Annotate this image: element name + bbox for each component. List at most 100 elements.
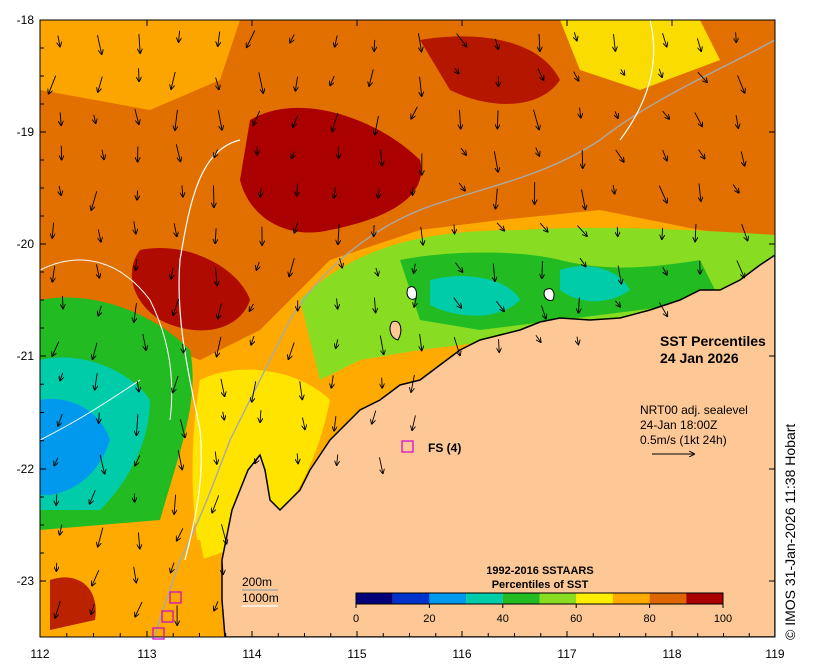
- current-arrow-icon: [182, 185, 183, 196]
- current-arrow-icon: [420, 76, 422, 96]
- current-arrow-icon: [289, 258, 295, 276]
- current-info-line1: NRT00 adj. sealevel: [640, 403, 748, 417]
- current-arrow-icon: [303, 417, 305, 430]
- contour-1000m-west: [40, 259, 173, 441]
- current-arrow-icon: [173, 298, 180, 315]
- current-arrow-icon: [662, 110, 670, 119]
- current-arrow-icon: [374, 297, 375, 313]
- current-arrow-icon: [613, 185, 614, 194]
- current-arrow-icon: [216, 77, 219, 90]
- x-axis: 112 113 114 115 116 117 118 119: [30, 20, 785, 661]
- current-arrow-icon: [741, 223, 748, 240]
- legend-title-line2: Percentiles of SST: [492, 579, 589, 591]
- current-arrow-icon: [411, 106, 418, 119]
- map-title-line1: SST Percentiles: [660, 333, 766, 349]
- current-arrow-icon: [300, 381, 303, 399]
- current-arrow-icon: [252, 381, 257, 401]
- x-tick-label: 119: [765, 647, 784, 661]
- current-arrow-icon: [171, 562, 174, 573]
- current-arrow-icon: [338, 224, 339, 244]
- current-arrow-icon: [218, 303, 222, 318]
- current-arrow-icon: [255, 456, 258, 463]
- legend-swatch: [429, 593, 467, 604]
- yellow-ne: [560, 20, 720, 90]
- current-arrow-icon: [297, 453, 298, 463]
- x-tick-label: 117: [557, 647, 576, 661]
- current-arrow-icon: [380, 148, 382, 166]
- current-arrow-icon: [54, 457, 57, 466]
- current-arrow-icon: [138, 532, 139, 548]
- current-arrow-icon: [139, 34, 140, 53]
- current-arrow-icon: [418, 33, 421, 51]
- current-arrow-icon: [533, 109, 540, 130]
- y-tick-label: -20: [17, 237, 35, 251]
- current-arrow-icon: [697, 71, 707, 82]
- current-arrow-icon: [374, 39, 375, 51]
- legend-swatch: [502, 593, 540, 604]
- current-arrow-icon: [493, 151, 498, 172]
- y-axis: -18 -19 -20 -21 -22 -23: [17, 13, 775, 588]
- current-arrow-icon: [372, 410, 377, 423]
- current-arrow-icon: [175, 144, 180, 161]
- current-arrow-icon: [214, 149, 217, 158]
- teal-patch: [430, 276, 520, 316]
- legend-swatch: [686, 593, 723, 604]
- current-arrow-icon: [52, 341, 60, 357]
- y-tick-label: -23: [17, 574, 35, 588]
- orange-nw: [40, 20, 240, 110]
- current-arrow-icon: [215, 267, 217, 285]
- map-title-line2: 24 Jan 2026: [660, 350, 739, 366]
- current-arrow-icon: [215, 228, 216, 243]
- current-arrow-icon: [453, 297, 462, 308]
- current-arrow-icon: [698, 149, 705, 159]
- legend-swatch: [612, 593, 650, 604]
- current-arrow-icon: [578, 297, 579, 312]
- current-arrow-icon: [658, 302, 667, 317]
- current-arrow-icon: [493, 263, 495, 282]
- legend-colorbar: [355, 592, 724, 605]
- y-tick-label: -18: [17, 13, 35, 27]
- current-arrow-icon: [334, 187, 336, 198]
- current-arrow-icon: [499, 339, 500, 352]
- teal-patch-2: [560, 266, 630, 302]
- current-arrow-icon: [382, 377, 383, 388]
- legend-tick-label: 20: [423, 613, 435, 625]
- current-arrow-icon: [177, 528, 184, 540]
- current-arrow-icon: [414, 263, 416, 273]
- current-arrow-icon: [179, 419, 185, 437]
- current-arrow-icon: [260, 410, 261, 422]
- x-tick-label: 114: [242, 647, 261, 661]
- legend-tick-label: 80: [643, 613, 655, 625]
- current-arrow-icon: [421, 226, 423, 245]
- legend-ticks: 0 20 40 60 80 100: [353, 604, 732, 625]
- current-arrow-icon: [378, 188, 379, 198]
- current-arrow-icon: [375, 115, 379, 135]
- station-marker-icon[interactable]: [152, 627, 165, 640]
- current-arrow-icon: [94, 114, 96, 123]
- current-arrow-icon: [694, 112, 702, 127]
- current-arrow-icon: [251, 335, 254, 345]
- current-arrow-icon: [542, 261, 543, 278]
- current-arrow-icon: [58, 413, 63, 426]
- current-arrow-icon: [455, 262, 463, 272]
- current-arrow-icon: [173, 375, 179, 392]
- current-arrow-icon: [99, 412, 100, 423]
- current-arrow-icon: [256, 261, 259, 270]
- legend-swatch: [392, 593, 430, 604]
- y-tick-label: -19: [17, 125, 35, 139]
- current-arrow-icon: [617, 265, 621, 284]
- current-arrow-icon: [574, 32, 576, 40]
- current-arrow-icon: [174, 223, 177, 236]
- station-marker-icon[interactable]: [161, 610, 174, 623]
- station-marker-icon[interactable]: [169, 591, 182, 604]
- current-arrow-icon: [736, 115, 738, 128]
- plot-area: [40, 20, 775, 637]
- current-arrow-icon: [456, 33, 467, 47]
- current-arrow-icon: [59, 185, 61, 195]
- current-arrow-icon: [737, 75, 745, 92]
- x-tick-label: 115: [347, 647, 366, 661]
- current-arrow-icon: [540, 305, 545, 319]
- station-marker-icon[interactable]: [401, 440, 414, 453]
- current-arrow-icon: [573, 71, 579, 81]
- current-arrow-icon: [340, 257, 343, 268]
